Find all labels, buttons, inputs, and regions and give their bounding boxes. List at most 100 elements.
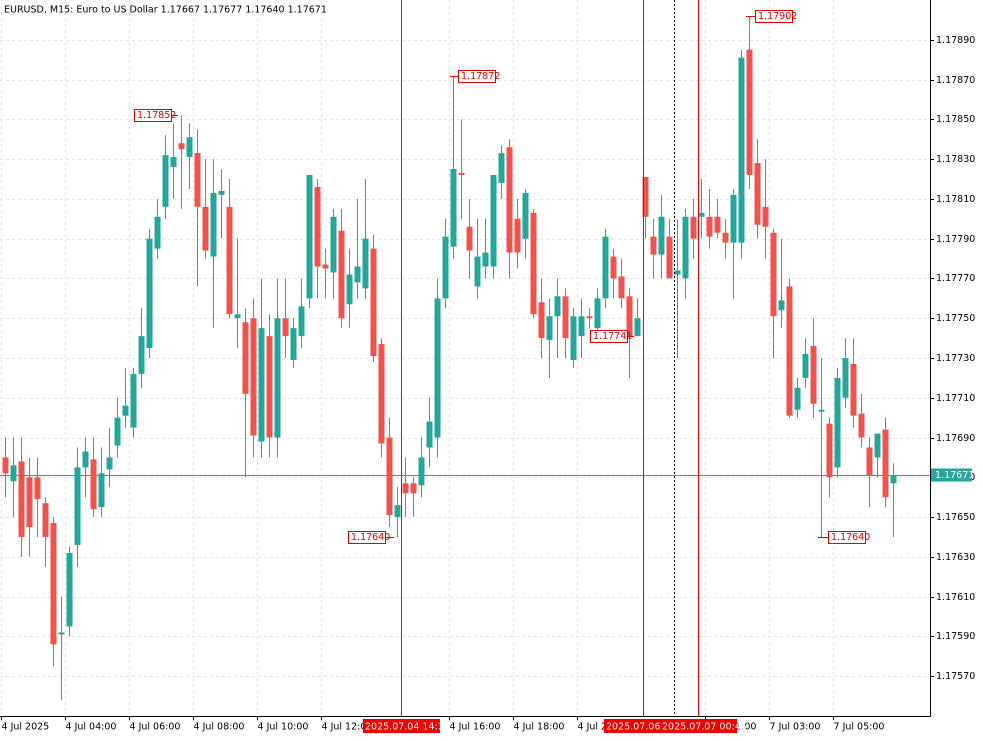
candle-body <box>90 459 97 510</box>
candle-body <box>546 316 553 341</box>
y-tick-label: 1.17570 <box>936 671 975 682</box>
candle-body <box>362 238 369 289</box>
candle-body <box>394 505 401 518</box>
candle-body <box>554 296 561 317</box>
candle-body <box>330 216 337 273</box>
annotation-box <box>755 10 793 23</box>
candle-body <box>722 232 729 243</box>
candle-body <box>58 632 65 635</box>
candle-body <box>114 417 121 446</box>
y-tick-label: 1.17630 <box>936 552 975 563</box>
candle-body <box>10 465 17 482</box>
annotation-box <box>828 531 866 544</box>
candle-body <box>642 177 649 217</box>
candle-body <box>314 186 321 267</box>
candle-body <box>122 405 129 416</box>
candle-body <box>634 318 641 337</box>
x-tick-label: 4 Jul 18:00 <box>514 722 565 733</box>
candle-body <box>322 264 329 269</box>
current-price-label: 1.17671 <box>935 470 974 481</box>
candle-body <box>714 216 721 233</box>
annotation-label: 1.17741 <box>593 331 632 342</box>
candle-body <box>42 503 49 537</box>
x-tick-label: 4 Jul 2025 <box>2 722 50 733</box>
candle-body <box>866 447 873 476</box>
annotation-box <box>134 109 172 122</box>
candle-body <box>538 302 545 339</box>
candle-body <box>682 216 689 279</box>
candle-body <box>242 322 249 394</box>
candle-body <box>458 173 465 176</box>
candle-body <box>802 354 809 378</box>
x-tick-label: 7 Jul 03:00 <box>770 722 821 733</box>
candle-body <box>610 256 617 279</box>
candle-body <box>530 212 537 315</box>
y-tick-label: 1.17650 <box>936 512 975 523</box>
candle-body <box>402 483 409 494</box>
candle-body <box>170 157 177 168</box>
candle-body <box>82 451 89 468</box>
candle-body <box>586 316 593 319</box>
annotation-box <box>590 330 628 343</box>
candle-body <box>178 143 185 150</box>
candle-body <box>602 236 609 299</box>
candle-body <box>34 477 41 500</box>
y-tick-label: 1.17790 <box>936 234 975 245</box>
y-tick-label: 1.17770 <box>936 273 975 284</box>
candle-body <box>858 413 865 438</box>
x-tick-label: 4 Jul 12:00 <box>322 722 373 733</box>
candle-body <box>482 252 489 267</box>
candle-body <box>218 190 225 195</box>
candle-body <box>26 477 33 528</box>
candle-body <box>50 523 57 645</box>
y-tick-label: 1.17890 <box>936 35 975 46</box>
candle-body <box>498 153 505 183</box>
candle-body <box>626 296 633 337</box>
candle-body <box>370 248 377 357</box>
candle-body <box>106 457 113 470</box>
candle-body <box>882 429 889 498</box>
candle-body <box>202 206 209 251</box>
candle-body <box>666 236 673 279</box>
candle-body <box>762 206 769 227</box>
y-tick-label: 1.17590 <box>936 631 975 642</box>
candle-body <box>290 328 297 360</box>
x-tick-label: 4 Jul 06:00 <box>130 722 181 733</box>
candle-body <box>506 147 513 253</box>
candle-body <box>426 421 433 448</box>
candle-body <box>410 483 417 494</box>
x-tick-label: 7 Jul 05:00 <box>834 722 885 733</box>
annotation-label: 1.17640 <box>831 532 870 543</box>
time-marker-label: 2025.07.04 14:30 <box>365 722 450 733</box>
candle-body <box>434 298 441 438</box>
y-tick-label: 1.17870 <box>936 75 975 86</box>
candle-body <box>210 192 217 257</box>
candle-body <box>834 377 841 468</box>
candle-body <box>490 175 497 267</box>
candle-body <box>186 137 193 158</box>
candle-body <box>154 216 161 249</box>
candle-body <box>146 238 153 349</box>
annotation-label: 1.17872 <box>461 71 500 82</box>
y-tick-label: 1.17850 <box>936 114 975 125</box>
candle-body <box>162 155 169 207</box>
candle-body <box>2 457 9 474</box>
candle-body <box>306 175 313 299</box>
annotation-box <box>348 531 386 544</box>
y-tick-label: 1.17810 <box>936 194 975 205</box>
annotation-label: 1.17640 <box>351 532 390 543</box>
candle-body <box>450 169 457 247</box>
candle-body <box>514 218 521 253</box>
time-marker-label: 2025.07.06 2 <box>606 722 669 733</box>
x-tick-label: 4 Jul 10:00 <box>258 722 309 733</box>
time-marker-label: 2025.07.07 00:45 <box>662 722 747 733</box>
candle-body <box>138 336 145 374</box>
candle-body <box>354 266 361 283</box>
candle-body <box>754 163 761 225</box>
candle-body <box>418 457 425 486</box>
candle-body <box>234 314 241 319</box>
annotation-label: 1.17902 <box>758 11 797 22</box>
candle-body <box>386 437 393 516</box>
candle-body <box>738 57 745 243</box>
